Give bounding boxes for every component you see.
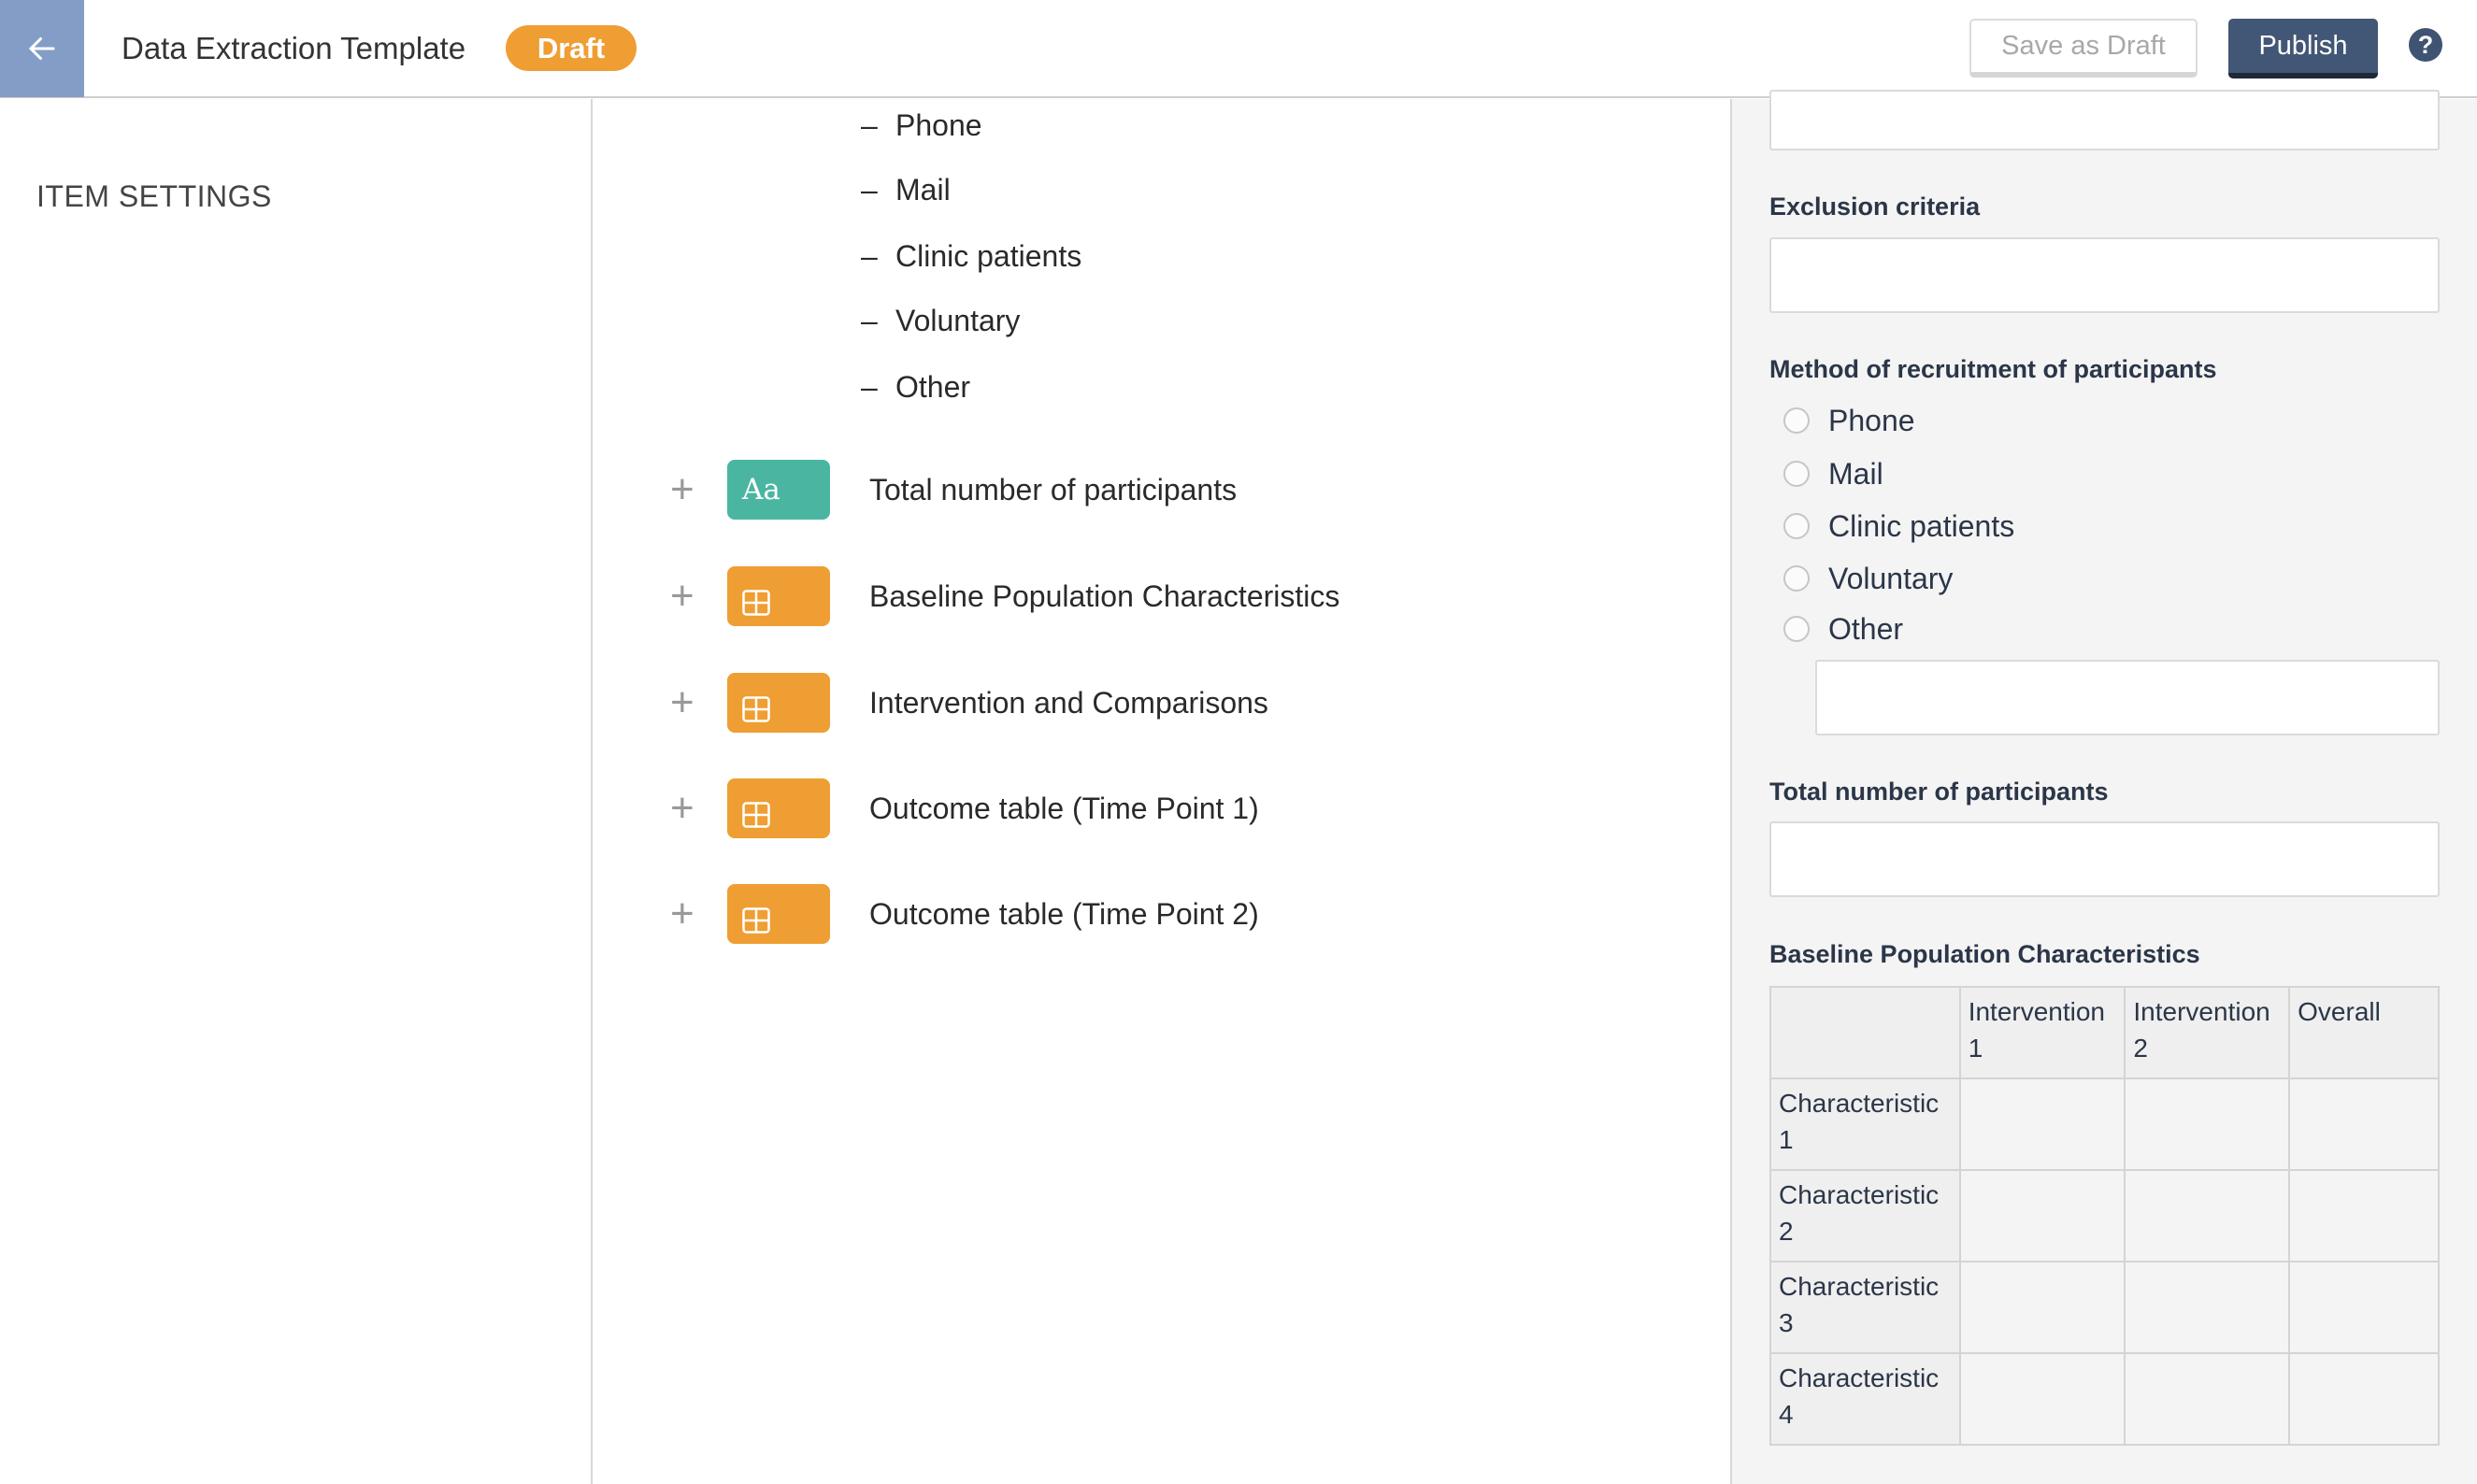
table-cell-input[interactable] (1958, 1261, 2126, 1354)
back-button[interactable] (0, 0, 84, 97)
table-icon (727, 673, 830, 733)
option-list-item: – Mail (861, 171, 951, 208)
item-label: Outcome table (Time Point 2) (869, 897, 1259, 931)
item-label: Intervention and Comparisons (869, 686, 1268, 720)
page-title: Data Extraction Template (122, 31, 466, 65)
recruitment-radio[interactable]: Clinic patients (1783, 506, 2014, 547)
recruitment-method-label: Method of recruitment of participants (1769, 355, 2217, 383)
dash-marker: – (861, 108, 878, 142)
table-row: Characteristic 4 (1769, 1352, 2440, 1446)
row-header: Characteristic 2 (1769, 1169, 1961, 1263)
table-row: Characteristic 3 (1769, 1261, 2440, 1354)
table-cell-input[interactable] (1958, 1352, 2126, 1446)
radio-label: Clinic patients (1828, 508, 2015, 543)
table-row: Characteristic 2 (1769, 1169, 2440, 1263)
total-participants-label: Total number of participants (1769, 778, 2109, 806)
template-item[interactable]: + Outcome table (Time Point 2) (670, 884, 1605, 944)
row-header: Characteristic 1 (1769, 1077, 1961, 1171)
table-cell-input[interactable] (2288, 1077, 2440, 1171)
dash-marker: – (861, 304, 878, 337)
recruitment-radio[interactable]: Other (1783, 608, 1903, 649)
table-row: Characteristic 1 (1769, 1077, 2440, 1171)
recruitment-radio[interactable]: Phone (1783, 400, 1915, 441)
radio-circle[interactable] (1783, 407, 1810, 434)
radio-circle[interactable] (1783, 461, 1810, 487)
sidebar-title: ITEM SETTINGS (36, 179, 272, 213)
column-header (1769, 986, 1961, 1079)
recruitment-radio[interactable]: Voluntary (1783, 558, 1953, 599)
table-cell-input[interactable] (2288, 1169, 2440, 1263)
radio-circle[interactable] (1783, 616, 1810, 642)
dash-marker: – (861, 370, 878, 404)
baseline-characteristics-table: Intervention 1 Intervention 2 Overall Char… (1769, 986, 2440, 1446)
status-badge: Draft (506, 25, 637, 71)
exclusion-criteria-input[interactable] (1769, 237, 2440, 313)
radio-label: Other (1828, 611, 1904, 646)
column-header: Intervention 2 (2124, 986, 2291, 1079)
form-preview-panel: Exclusion criteria Method of recruitment… (1730, 90, 2477, 1484)
radio-circle[interactable] (1783, 565, 1810, 592)
table-cell-input[interactable] (2124, 1077, 2291, 1171)
table-icon (727, 884, 830, 944)
option-label: Mail (895, 173, 951, 207)
plus-icon[interactable]: + (670, 785, 694, 831)
table-cell-input[interactable] (1958, 1077, 2126, 1171)
recruitment-radio[interactable]: Mail (1783, 453, 1883, 494)
item-label: Baseline Population Characteristics (869, 579, 1340, 613)
plus-icon[interactable]: + (670, 573, 694, 619)
other-recruitment-input[interactable] (1815, 660, 2440, 735)
inclusion-criteria-input[interactable] (1769, 90, 2440, 150)
exclusion-criteria-label: Exclusion criteria (1769, 193, 1981, 221)
option-label: Clinic patients (895, 239, 1082, 273)
plus-icon[interactable]: + (670, 466, 694, 512)
plus-icon[interactable]: + (670, 679, 694, 725)
row-header: Characteristic 4 (1769, 1352, 1961, 1446)
table-icon (727, 778, 830, 838)
template-item[interactable]: + Intervention and Comparisons (670, 673, 1605, 733)
column-header: Overall (2288, 986, 2440, 1079)
item-label: Total number of participants (869, 473, 1238, 507)
help-icon[interactable]: ? (2409, 28, 2442, 62)
text-field-icon: Aa (727, 460, 830, 520)
option-list-item: – Voluntary (861, 302, 1020, 339)
dash-marker: – (861, 239, 878, 273)
table-icon (727, 566, 830, 626)
table-cell-input[interactable] (2124, 1169, 2291, 1263)
item-label: Outcome table (Time Point 1) (869, 792, 1259, 825)
total-participants-input[interactable] (1769, 821, 2440, 897)
option-list-item: – Phone (861, 107, 982, 144)
radio-label: Voluntary (1828, 561, 1954, 595)
dash-marker: – (861, 173, 878, 207)
table-cell-input[interactable] (2288, 1261, 2440, 1354)
template-item[interactable]: + Aa Total number of participants (670, 460, 1605, 520)
option-label: Other (895, 370, 971, 404)
table-cell-input[interactable] (2124, 1261, 2291, 1354)
template-item[interactable]: + Baseline Population Characteristics (670, 566, 1605, 626)
radio-label: Phone (1828, 403, 1915, 437)
column-header: Intervention 1 (1958, 986, 2126, 1079)
option-label: Voluntary (895, 304, 1021, 337)
template-items-pane: – Phone – Mail – Clinic patients – Voluntary – Ot… (593, 99, 1730, 1484)
baseline-table-label: Baseline Population Characteristics (1769, 940, 2200, 968)
publish-button[interactable]: Publish (2228, 19, 2378, 78)
item-settings-sidebar: ITEM SETTINGS (0, 99, 593, 1484)
table-cell-input[interactable] (2124, 1352, 2291, 1446)
radio-circle[interactable] (1783, 513, 1810, 539)
radio-label: Mail (1828, 456, 1883, 491)
table-cell-input[interactable] (2288, 1352, 2440, 1446)
option-list-item: – Other (861, 368, 970, 406)
save-as-draft-button[interactable]: Save as Draft (1969, 19, 2198, 78)
arrow-left-icon (28, 37, 55, 60)
row-header: Characteristic 3 (1769, 1261, 1961, 1354)
template-item[interactable]: + Outcome table (Time Point 1) (670, 778, 1605, 838)
option-label: Phone (895, 108, 982, 142)
option-list-item: – Clinic patients (861, 237, 1081, 275)
table-cell-input[interactable] (1958, 1169, 2126, 1263)
plus-icon[interactable]: + (670, 891, 694, 936)
top-bar: Data Extraction Template Draft Save as D… (0, 0, 2477, 98)
